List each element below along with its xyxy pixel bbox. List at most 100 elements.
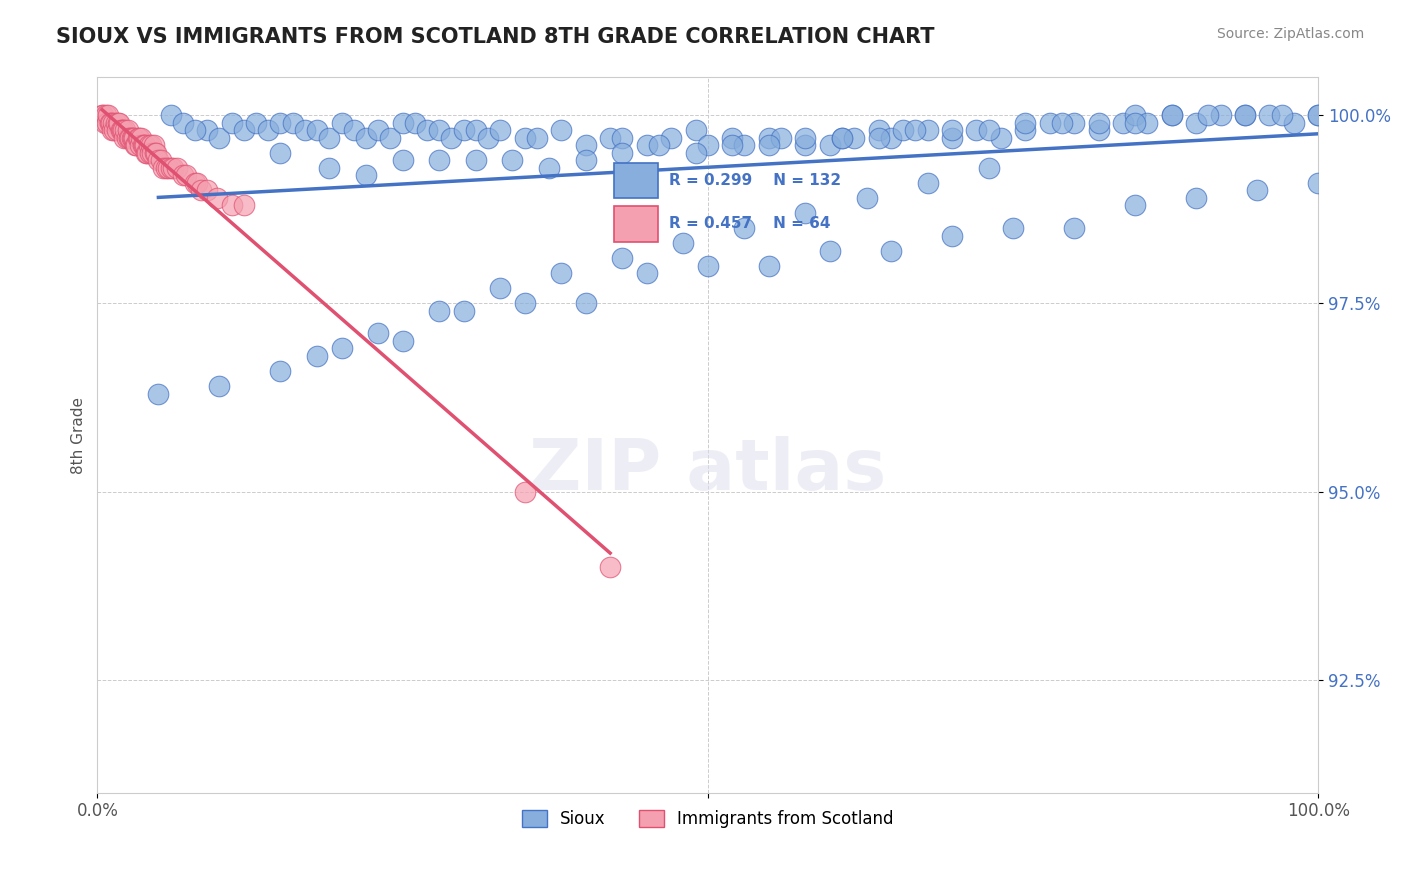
Point	[794, 138, 817, 153]
Point	[1123, 108, 1146, 122]
Point	[91, 108, 114, 122]
Point	[1258, 108, 1281, 122]
Point	[281, 115, 304, 129]
Point	[354, 169, 377, 183]
Point	[354, 130, 377, 145]
Point	[142, 138, 165, 153]
Point	[104, 115, 127, 129]
Point	[758, 138, 780, 153]
Point	[97, 108, 120, 122]
Point	[758, 130, 780, 145]
Point	[941, 228, 963, 243]
Point	[118, 130, 141, 145]
Point	[121, 130, 143, 145]
Point	[794, 206, 817, 220]
Point	[977, 123, 1000, 137]
Point	[1123, 198, 1146, 212]
Point	[831, 130, 853, 145]
Point	[128, 130, 150, 145]
Point	[1039, 115, 1062, 129]
Point	[114, 123, 136, 137]
Point	[269, 364, 291, 378]
Point	[94, 108, 117, 122]
Point	[599, 130, 621, 145]
Point	[440, 130, 463, 145]
Point	[917, 123, 939, 137]
Point	[184, 176, 207, 190]
Point	[990, 130, 1012, 145]
Point	[1308, 176, 1330, 190]
Point	[1136, 115, 1159, 129]
Text: SIOUX VS IMMIGRANTS FROM SCOTLAND 8TH GRADE CORRELATION CHART: SIOUX VS IMMIGRANTS FROM SCOTLAND 8TH GR…	[56, 27, 935, 46]
Point	[159, 161, 181, 175]
Point	[733, 138, 755, 153]
Point	[501, 153, 523, 168]
Point	[575, 153, 598, 168]
Point	[464, 123, 486, 137]
Point	[124, 138, 146, 153]
Point	[550, 266, 572, 280]
Point	[685, 123, 707, 137]
Point	[101, 123, 124, 137]
Point	[1014, 115, 1036, 129]
Y-axis label: 8th Grade: 8th Grade	[72, 397, 86, 474]
Point	[575, 138, 598, 153]
Point	[538, 161, 561, 175]
Point	[232, 198, 254, 212]
Point	[1063, 221, 1085, 235]
Point	[157, 161, 180, 175]
Point	[575, 296, 598, 310]
Point	[513, 130, 536, 145]
Point	[526, 130, 548, 145]
Point	[1087, 115, 1109, 129]
Point	[636, 138, 658, 153]
Point	[269, 115, 291, 129]
Point	[195, 123, 218, 137]
Point	[1014, 123, 1036, 137]
Point	[599, 559, 621, 574]
Point	[868, 123, 890, 137]
Point	[1197, 108, 1219, 122]
Point	[176, 169, 198, 183]
Point	[1123, 115, 1146, 129]
Point	[98, 115, 121, 129]
Point	[108, 115, 131, 129]
Point	[120, 130, 142, 145]
Point	[416, 123, 439, 137]
Point	[112, 130, 135, 145]
Point	[868, 130, 890, 145]
Point	[131, 138, 153, 153]
Point	[1112, 115, 1135, 129]
Point	[131, 130, 153, 145]
Point	[1209, 108, 1232, 122]
Point	[1308, 108, 1330, 122]
Point	[172, 169, 194, 183]
Point	[245, 115, 267, 129]
Point	[391, 115, 413, 129]
Point	[391, 334, 413, 348]
Point	[132, 138, 155, 153]
Point	[93, 108, 115, 122]
Point	[453, 303, 475, 318]
Point	[380, 130, 402, 145]
Point	[141, 145, 163, 160]
Point	[794, 130, 817, 145]
Point	[100, 115, 122, 129]
Point	[891, 123, 914, 137]
Point	[221, 198, 243, 212]
Point	[103, 123, 125, 137]
Point	[1246, 183, 1268, 197]
Point	[1282, 115, 1305, 129]
Point	[107, 115, 129, 129]
Point	[138, 138, 160, 153]
Point	[818, 244, 841, 258]
Point	[977, 161, 1000, 175]
Point	[1002, 221, 1025, 235]
Text: Source: ZipAtlas.com: Source: ZipAtlas.com	[1216, 27, 1364, 41]
Point	[111, 123, 134, 137]
Point	[818, 138, 841, 153]
Point	[129, 138, 152, 153]
Point	[1160, 108, 1182, 122]
Point	[367, 123, 389, 137]
Point	[186, 176, 208, 190]
